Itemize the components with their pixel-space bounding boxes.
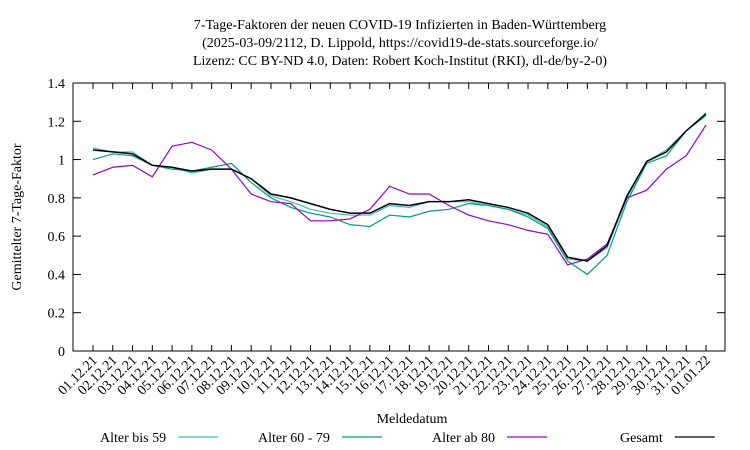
series-line (92, 113, 707, 262)
y-tick-label: 1.2 (48, 115, 66, 130)
y-tick-label: 0.6 (48, 230, 66, 245)
title-line: (2025-03-09/2112, D. Lippold, https://co… (202, 36, 598, 51)
legend-label: Gesamt (620, 431, 663, 446)
y-tick-label: 0.4 (48, 268, 66, 283)
series-line (92, 115, 707, 276)
plot-frame (72, 82, 726, 352)
legend-label: Alter bis 59 (100, 431, 166, 446)
x-axis-label: Meldedatum (377, 412, 448, 427)
title-line: Lizenz: CC BY-ND 4.0, Daten: Robert Koch… (193, 54, 607, 69)
title-line: 7-Tage-Faktoren der neuen COVID-19 Infiz… (194, 18, 606, 33)
y-tick-label: 1 (58, 154, 65, 169)
series-line (92, 124, 707, 266)
y-axis-label: Gemittelter 7-Tage-Faktor (10, 143, 25, 290)
legend-label: Alter 60 - 79 (258, 431, 330, 446)
y-tick-label: 0.8 (48, 192, 66, 207)
legend-label: Alter ab 80 (432, 431, 495, 446)
series-line (92, 113, 707, 262)
y-tick-label: 0 (58, 345, 65, 360)
y-tick-label: 1.4 (48, 77, 66, 92)
y-tick-label: 0.2 (48, 307, 66, 322)
